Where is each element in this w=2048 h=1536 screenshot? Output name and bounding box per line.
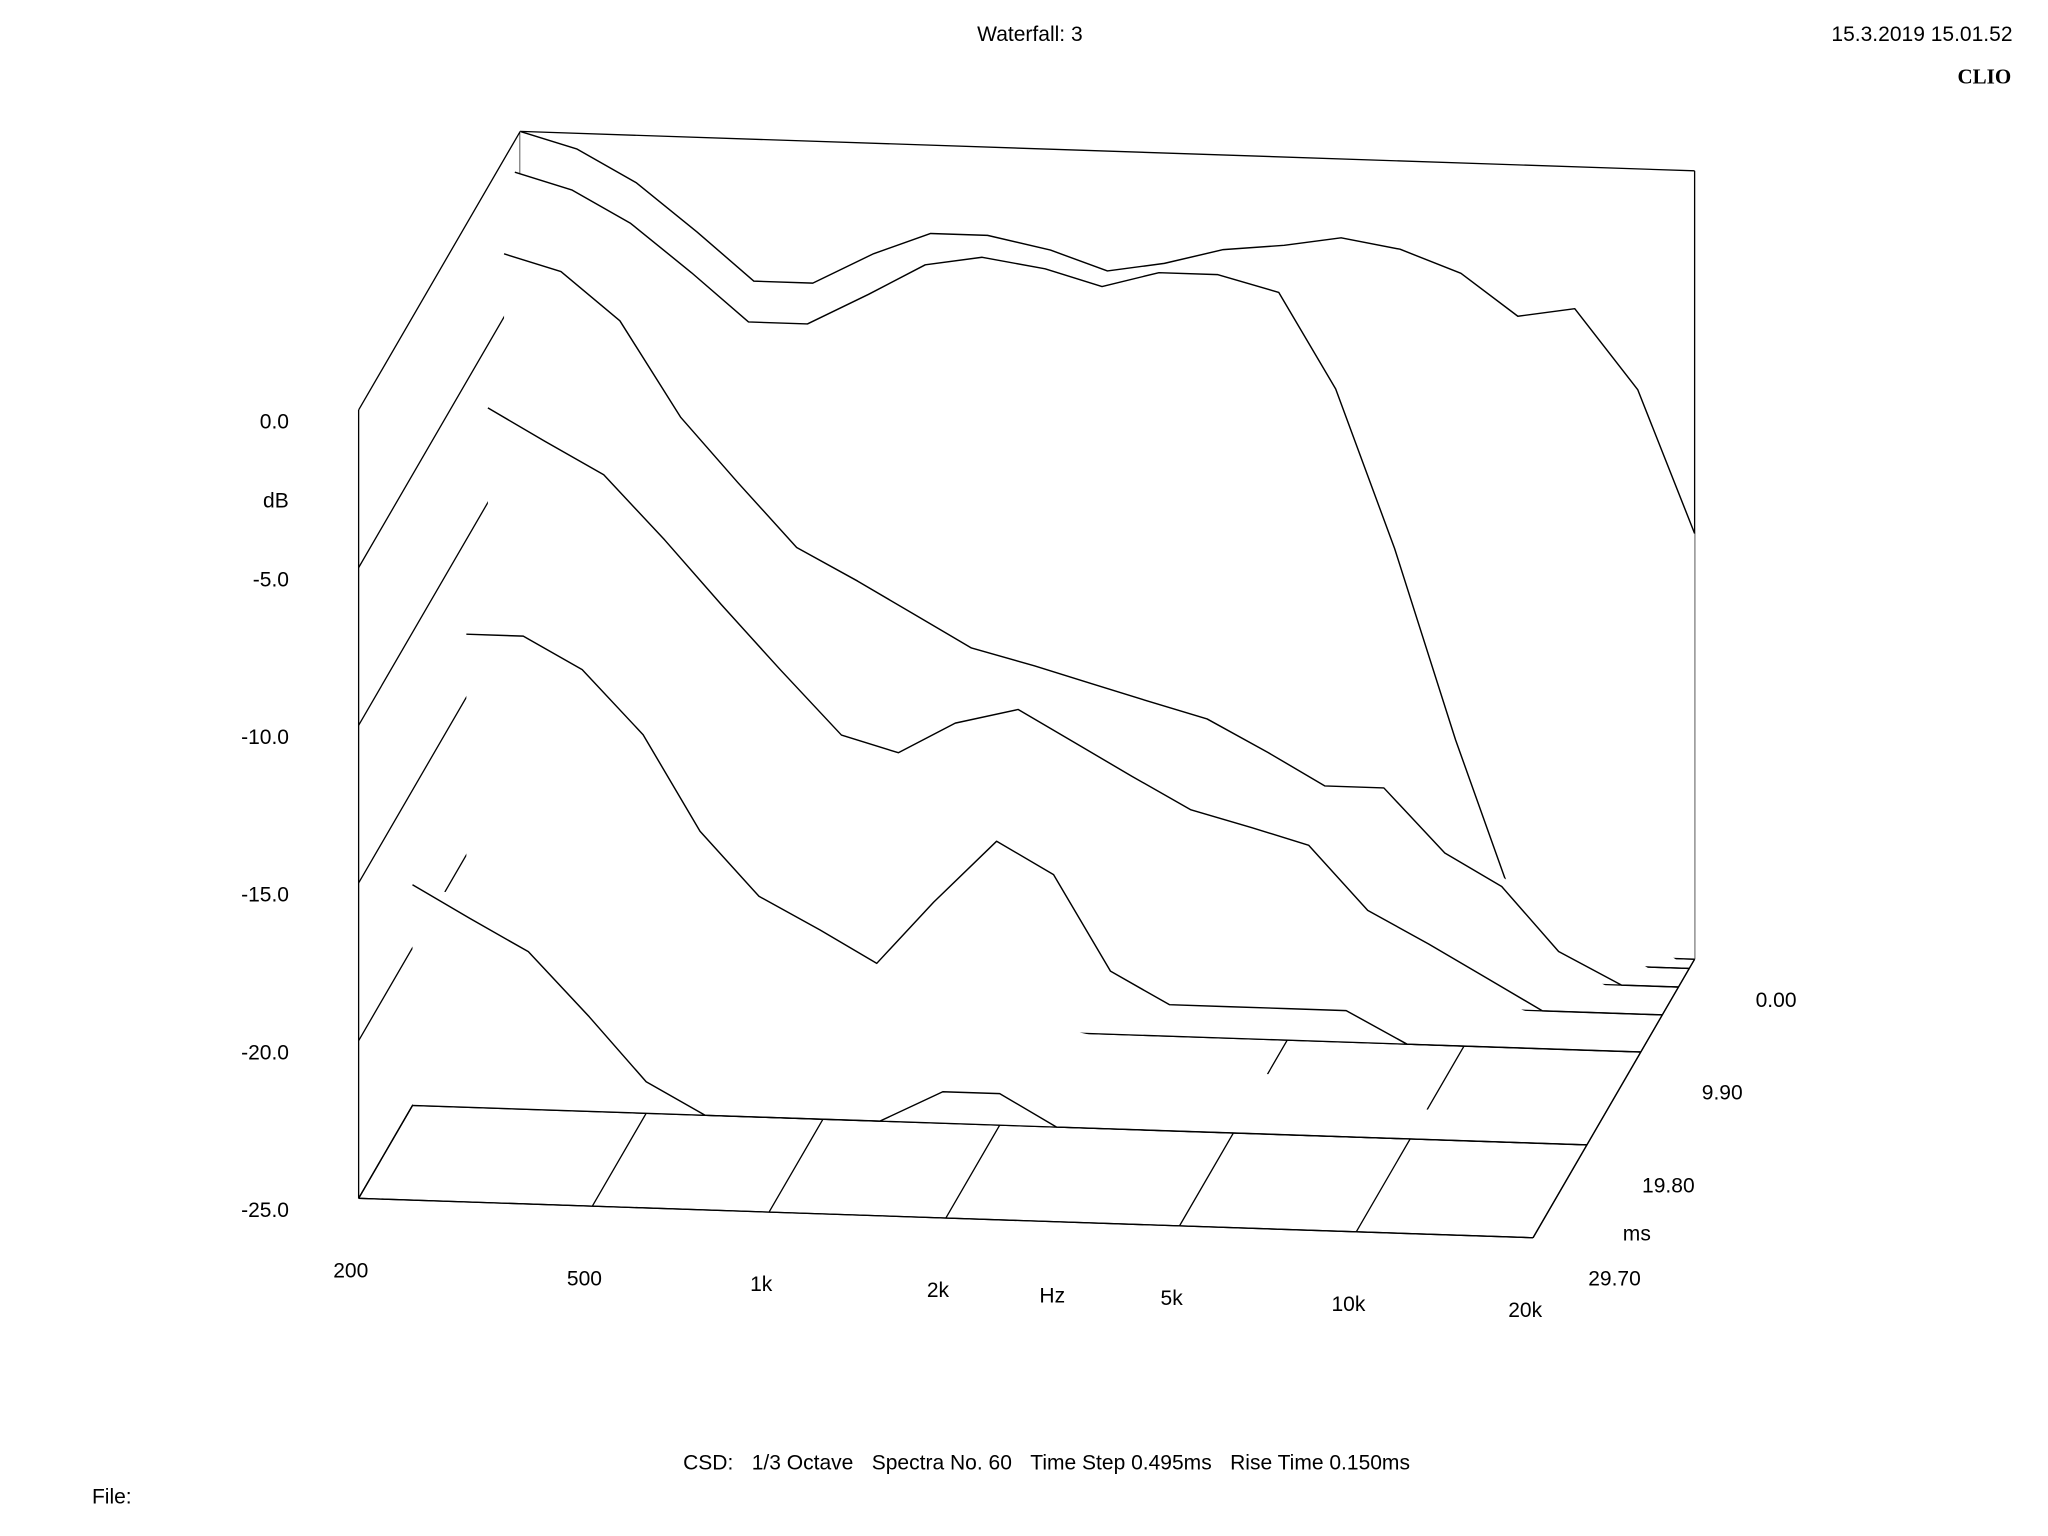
x-tick-label: 2k [927, 1279, 950, 1302]
footer-item: Rise Time 0.150ms [1230, 1451, 1410, 1474]
z-tick-label: 29.70 [1588, 1267, 1641, 1290]
brand: CLIO [1957, 65, 2011, 89]
spectrum [503, 253, 1679, 988]
spectrum [514, 171, 1690, 970]
spectrum-fill [466, 634, 1641, 1053]
footer-item: Time Step 0.495ms [1030, 1451, 1211, 1474]
footer-item: CSD: [683, 1451, 733, 1474]
y-tick-label: -25.0 [241, 1199, 289, 1222]
grid-line [1532, 958, 1696, 1239]
z-tick-label: 19.80 [1642, 1174, 1695, 1197]
x-tick-label: 200 [333, 1259, 368, 1282]
y-tick-label: 0.0 [260, 411, 289, 434]
timestamp: 15.3.2019 15.01.52 [1831, 23, 2012, 46]
z-tick-label: 9.90 [1702, 1082, 1743, 1105]
y-tick-label: -15.0 [241, 884, 289, 907]
floor-line [412, 1104, 1587, 1146]
footer-item: 1/3 Octave [752, 1451, 854, 1474]
file-label: File: [92, 1485, 132, 1508]
z-axis-label: ms [1623, 1223, 1651, 1246]
grid-line [358, 131, 521, 411]
axis-line [520, 130, 1695, 172]
chart-title: Waterfall: 3 [977, 23, 1082, 46]
z-tick-label: 0.00 [1756, 989, 1797, 1012]
y-tick-label: -10.0 [241, 726, 289, 749]
footer: CSD: 1/3 Octave Spectra No. 60 Time Step 0.… [683, 1451, 1410, 1474]
grid-line [358, 1197, 1534, 1239]
grid-line [358, 288, 521, 568]
x-tick-label: 500 [567, 1267, 602, 1290]
x-tick-label: 10k [1331, 1293, 1365, 1316]
y-axis-label: dB [263, 489, 289, 512]
y-tick-label: -5.0 [253, 568, 289, 591]
x-tick-label: 1k [750, 1273, 773, 1296]
footer-item: Spectra No. 60 [872, 1451, 1012, 1474]
y-tick-label: -20.0 [241, 1041, 289, 1064]
x-tick-label: 5k [1161, 1287, 1184, 1310]
x-axis-label: Hz [1039, 1284, 1065, 1307]
spectrum [487, 407, 1663, 1016]
x-tick-label: 20k [1508, 1299, 1542, 1322]
